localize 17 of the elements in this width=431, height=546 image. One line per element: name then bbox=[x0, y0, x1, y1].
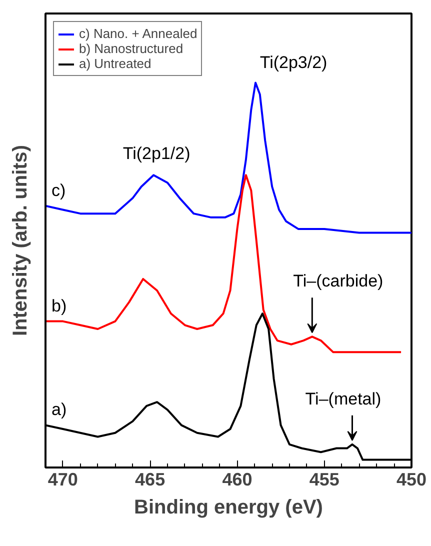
annotation: Ti(2p3/2) bbox=[260, 52, 328, 72]
legend-label: a) Untreated bbox=[79, 56, 152, 71]
x-tick-label: 465 bbox=[135, 470, 166, 490]
annotation: Ti(2p1/2) bbox=[122, 144, 190, 164]
annotation: Ti–(carbide) bbox=[293, 272, 384, 291]
y-axis-title: Intensity (arb. units) bbox=[10, 144, 32, 336]
annotation: Ti–(metal) bbox=[305, 389, 382, 408]
x-axis-title: Binding energy (eV) bbox=[134, 496, 323, 518]
x-tick-label: 460 bbox=[222, 470, 252, 490]
x-tick-label: 470 bbox=[48, 470, 78, 490]
legend-label: c) Nano. + Annealed bbox=[79, 26, 198, 41]
legend-label: b) Nanostructured bbox=[79, 41, 184, 56]
annotation: a) bbox=[52, 400, 67, 420]
annotation: c) bbox=[52, 180, 66, 200]
x-tick-label: 450 bbox=[396, 470, 427, 490]
x-tick-label: 455 bbox=[309, 470, 340, 490]
annotation: b) bbox=[52, 296, 67, 316]
